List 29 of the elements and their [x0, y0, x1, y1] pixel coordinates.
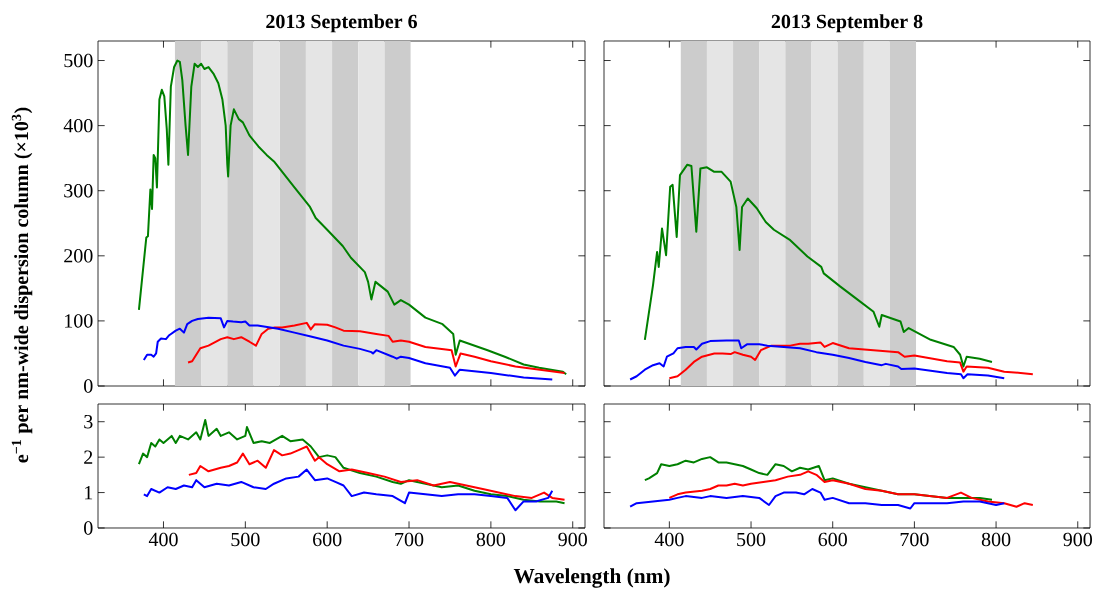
- y-tick-label: 3: [84, 415, 93, 429]
- y-axis-title: e$^{−1}$ per nm-wide dispersion column (×10$^{3}$): [11, 107, 33, 463]
- line-series: [142, 316, 554, 381]
- line-series: [137, 59, 568, 376]
- x-tick-label: 500: [737, 532, 766, 547]
- y-tick-label: 300: [64, 183, 93, 198]
- x-tick-label: 600: [313, 532, 342, 547]
- chart-title: 2013 September 6: [266, 14, 418, 33]
- x-tick-label: 900: [1063, 532, 1092, 547]
- y-tick-label: 0: [84, 379, 93, 393]
- y-tick-label: 2: [84, 450, 93, 464]
- y-tick-label: 500: [64, 53, 93, 68]
- y-tick-label: 0: [84, 521, 93, 535]
- x-tick-label: 500: [231, 532, 260, 547]
- chart-title: 2013 September 8: [771, 14, 923, 33]
- y-tick-label: 200: [64, 249, 93, 263]
- x-tick-label: 400: [654, 532, 684, 547]
- x-tick-label: 600: [818, 532, 847, 547]
- x-tick-label: 800: [476, 532, 506, 547]
- x-tick-label: 700: [395, 532, 424, 547]
- x-tick-label: 900: [558, 532, 587, 547]
- x-axis-title: Wavelength (nm): [513, 568, 670, 588]
- line-series: [187, 321, 566, 374]
- y-tick-label: 100: [65, 314, 93, 328]
- y-tick-label: 1: [85, 485, 93, 500]
- x-tick-label: 400: [148, 532, 178, 547]
- x-tick-label: 700: [900, 532, 929, 547]
- x-tick-label: 800: [981, 532, 1011, 547]
- y-tick-label: 400: [63, 118, 93, 133]
